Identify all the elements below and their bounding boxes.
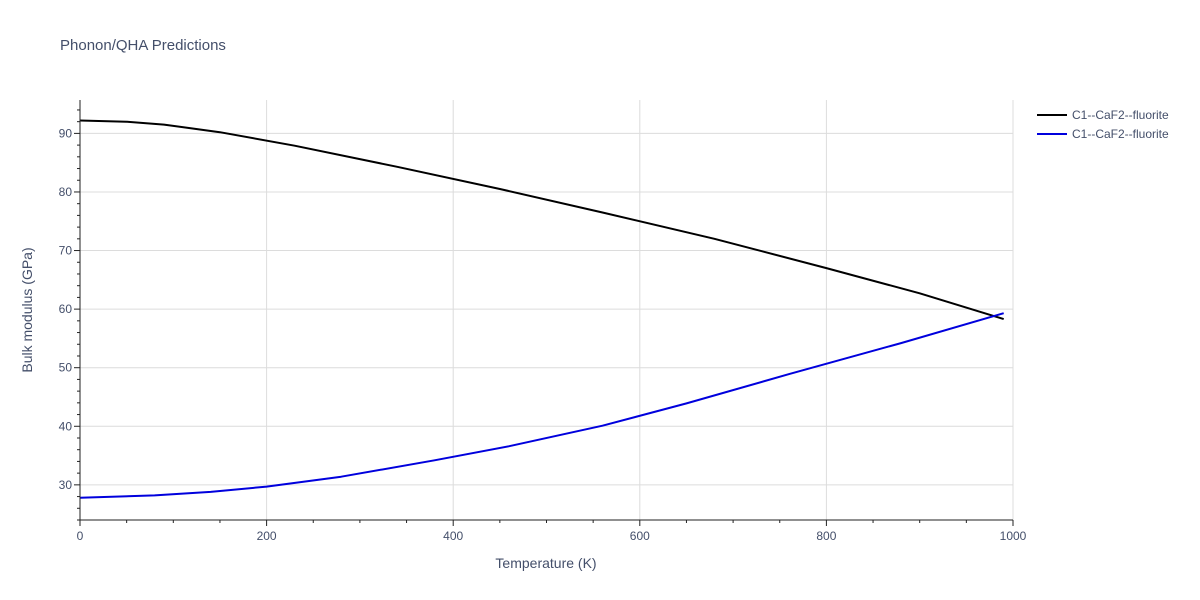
y-tick-label: 30 <box>59 478 73 492</box>
y-axis-title: Bulk modulus (GPa) <box>19 247 35 372</box>
grid-layer <box>80 100 1014 520</box>
legend-label: C1--CaF2--fluorite <box>1072 127 1169 141</box>
x-tick-label: 800 <box>816 529 836 543</box>
legend-label: C1--CaF2--fluorite <box>1072 108 1169 122</box>
series-line-0[interactable] <box>79 119 1004 321</box>
x-tick-label: 1000 <box>1000 529 1027 543</box>
x-tick-label: 200 <box>257 529 277 543</box>
series-line-1[interactable] <box>79 312 1004 499</box>
legend-item-0[interactable]: C1--CaF2--fluorite <box>1037 108 1169 122</box>
y-tick-label: 90 <box>59 126 73 140</box>
chart-title: Phonon/QHA Predictions <box>60 37 226 54</box>
y-tick-label: 50 <box>59 361 73 375</box>
x-tick-label: 400 <box>443 529 463 543</box>
series-layer <box>79 119 1004 499</box>
y-tick-label: 70 <box>59 244 73 258</box>
y-tick-label: 40 <box>59 419 73 433</box>
x-tick-label: 0 <box>77 529 84 543</box>
legend[interactable]: C1--CaF2--fluorite C1--CaF2--fluorite <box>1037 108 1169 141</box>
y-tick-label: 80 <box>59 185 73 199</box>
axes-layer: 0 200 400 600 800 1000 30 40 50 60 70 80 90 <box>59 100 1027 543</box>
y-tick-label: 60 <box>59 302 73 316</box>
x-tick-label: 600 <box>630 529 650 543</box>
x-axis-title: Temperature (K) <box>495 555 596 571</box>
legend-item-1[interactable]: C1--CaF2--fluorite <box>1037 127 1169 141</box>
